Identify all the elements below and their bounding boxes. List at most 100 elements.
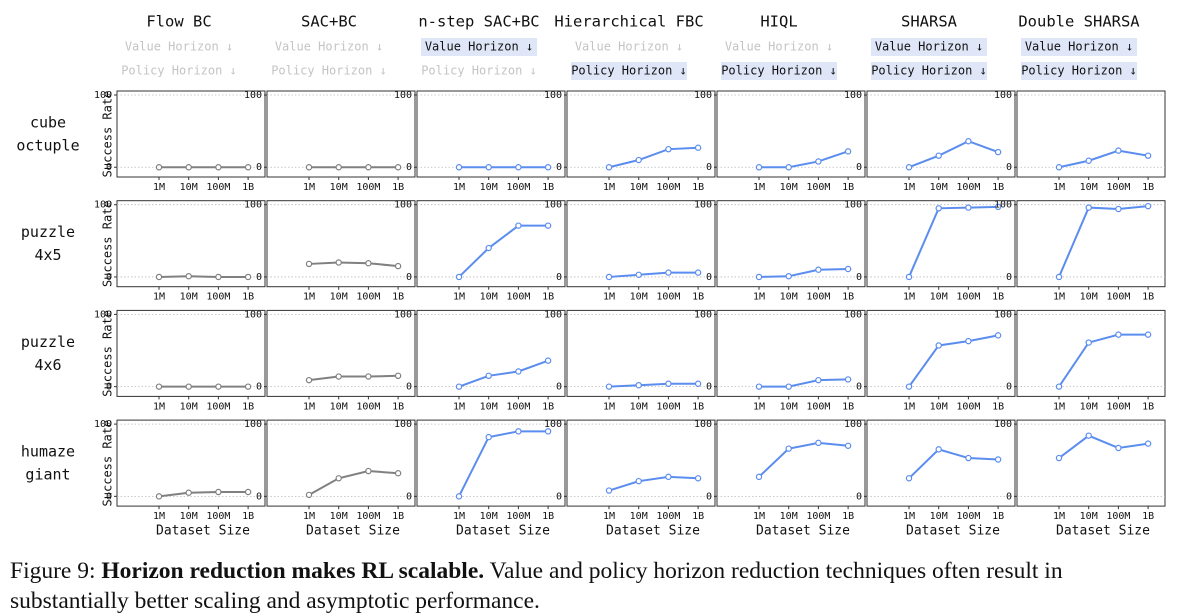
point	[1055, 273, 1063, 281]
badge: Policy Horizon ↓	[721, 64, 837, 78]
row-label: cube	[30, 114, 66, 132]
x-tick-label: 1B	[692, 292, 704, 303]
y-tick-label: 100	[244, 90, 262, 101]
point	[544, 222, 552, 229]
badge: Value Horizon ↓	[125, 40, 233, 54]
x-tick-label: 100M	[1106, 182, 1130, 193]
y-tick-label: 0	[106, 491, 112, 502]
chart: 0 100 1M 10M 100M 1B	[244, 309, 416, 412]
y-axis-label: Success Rate	[101, 91, 115, 178]
y-tick-label: 100	[544, 90, 562, 101]
point	[1085, 204, 1092, 211]
y-tick-label: 0	[106, 272, 112, 283]
y-tick-label: 0	[106, 382, 112, 393]
chart: 0 100 1M 10M 100M 1B	[544, 419, 716, 522]
point	[244, 164, 252, 171]
x-tick-label: 100M	[1106, 511, 1130, 522]
y-tick-label: 100	[994, 309, 1012, 320]
x-tick-label: 10M	[780, 182, 798, 193]
x-tick-label: 10M	[1080, 401, 1098, 412]
x-tick-label: 1B	[392, 292, 404, 303]
plot-frame	[1016, 200, 1166, 288]
point	[1115, 205, 1122, 213]
y-tick-label: 100	[94, 419, 112, 430]
badge: Value Horizon ↓	[1025, 40, 1133, 54]
point	[605, 164, 613, 171]
point	[994, 148, 1002, 156]
y-tick-label: 0	[856, 272, 862, 283]
point	[305, 164, 313, 171]
point	[365, 260, 372, 267]
point	[244, 273, 252, 281]
series-line	[308, 374, 399, 382]
point	[694, 269, 702, 276]
badge: Value Horizon ↓	[425, 40, 533, 54]
x-axis-label: Dataset Size	[606, 524, 700, 539]
point	[244, 383, 252, 390]
point	[605, 487, 613, 494]
y-tick-label: 100	[694, 309, 712, 320]
y-tick-label: 100	[844, 90, 862, 101]
x-tick-label: 10M	[1080, 511, 1098, 522]
x-tick-label: 1M	[453, 292, 465, 303]
x-tick-label: 100M	[956, 292, 980, 303]
series-line	[908, 205, 999, 278]
point	[1144, 152, 1152, 159]
point	[365, 467, 372, 475]
point	[1085, 339, 1092, 346]
point	[635, 271, 642, 278]
row-label: 4x6	[34, 356, 61, 374]
point	[1055, 383, 1063, 390]
chart: 0 100 1M 10M 100M 1B	[694, 90, 866, 193]
point	[665, 269, 672, 276]
x-tick-label: 10M	[330, 182, 348, 193]
x-tick-label: 10M	[330, 292, 348, 303]
column-title: HIQL	[760, 13, 797, 31]
x-tick-label: 1B	[992, 182, 1004, 193]
y-tick-label: 100	[994, 90, 1012, 101]
y-tick-label: 100	[544, 200, 562, 211]
x-tick-label: 1B	[242, 292, 254, 303]
x-tick-label: 10M	[330, 511, 348, 522]
x-tick-label: 100M	[506, 401, 530, 412]
plot-frame	[416, 90, 566, 178]
column-title: SAC+BC	[301, 13, 357, 31]
y-tick-label: 0	[856, 162, 862, 173]
plot-frame	[116, 90, 266, 178]
y-tick-label: 100	[94, 200, 112, 211]
chart: 0 100 1M 10M 100M 1B	[994, 309, 1166, 412]
x-tick-label: 100M	[1106, 401, 1130, 412]
y-tick-label: 100	[94, 309, 112, 320]
y-tick-label: 100	[244, 309, 262, 320]
series-line	[1058, 333, 1149, 388]
x-tick-label: 1B	[392, 511, 404, 522]
point	[815, 439, 822, 447]
x-tick-label: 1M	[753, 401, 765, 412]
x-tick-label: 100M	[506, 511, 530, 522]
y-tick-label: 0	[706, 491, 712, 502]
series-line	[458, 359, 549, 388]
badge: Value Horizon ↓	[275, 40, 383, 54]
y-tick-label: 0	[1006, 382, 1012, 393]
badge-bg	[571, 62, 687, 80]
point	[544, 164, 552, 171]
x-tick-label: 1B	[992, 292, 1004, 303]
chart: 0 100 1M 10M 100M 1B	[994, 200, 1166, 303]
point	[215, 273, 222, 281]
x-tick-label: 100M	[806, 182, 830, 193]
y-tick-label: 100	[244, 419, 262, 430]
point	[515, 222, 522, 229]
x-tick-label: 100M	[206, 511, 230, 522]
x-tick-label: 100M	[656, 401, 680, 412]
x-tick-label: 10M	[180, 292, 198, 303]
point	[635, 381, 642, 389]
plot-frame	[416, 419, 566, 507]
series-line	[308, 470, 399, 496]
point	[935, 205, 942, 212]
plot-frame	[116, 419, 266, 507]
point	[994, 203, 1002, 211]
y-tick-label: 0	[706, 382, 712, 393]
x-tick-label: 10M	[630, 511, 648, 522]
badge: Policy Horizon ↓	[571, 64, 687, 78]
point	[515, 164, 522, 171]
